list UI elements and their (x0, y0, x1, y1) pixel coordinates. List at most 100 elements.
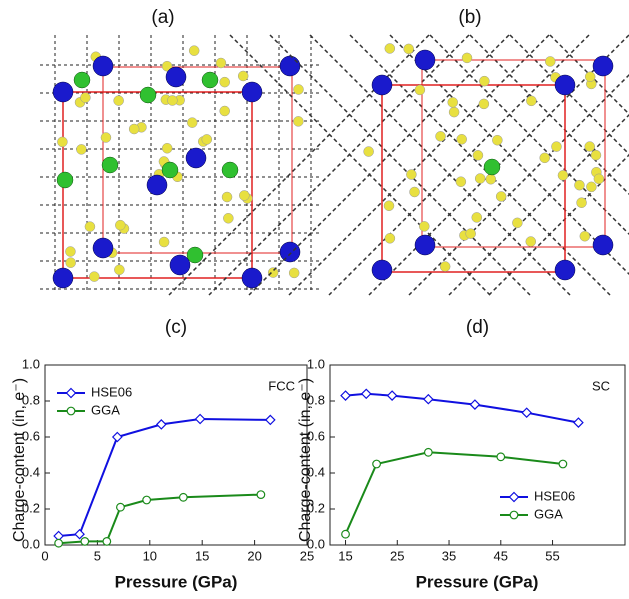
atom (219, 76, 230, 88)
marker (178, 492, 188, 502)
marker (558, 459, 568, 469)
atom (92, 237, 114, 259)
atom (293, 84, 304, 95)
bond (509, 34, 629, 156)
y-tick-label: 1.0 (22, 356, 40, 371)
atom (593, 173, 605, 185)
annotation: SC (592, 378, 610, 393)
atom (439, 261, 451, 272)
legend-label: GGA (534, 506, 563, 521)
atom (363, 146, 374, 157)
atom (293, 116, 304, 127)
x-tick-label: 25 (300, 548, 314, 563)
y-axis-title: Charge-content (in, e⁻) (297, 378, 314, 542)
atom (539, 152, 550, 164)
x-tick-label: 10 (143, 548, 157, 563)
bond (349, 34, 611, 296)
atom (223, 213, 234, 224)
bond (408, 73, 629, 296)
marker (423, 447, 433, 457)
y-tick-label: 0.8 (307, 392, 325, 407)
marker (74, 528, 85, 540)
x-axis-title: Pressure (GPa) (416, 572, 539, 591)
legend-label: GGA (91, 402, 120, 417)
series-line (58, 493, 261, 545)
atom (56, 171, 74, 189)
marker (194, 413, 206, 425)
atom (288, 267, 300, 279)
legend-label: HSE06 (534, 488, 575, 503)
atom (241, 81, 263, 103)
x-tick-label: 20 (247, 548, 261, 563)
marker (509, 510, 519, 520)
bond (168, 34, 430, 296)
atom (52, 267, 74, 289)
atom (267, 267, 279, 278)
atom (383, 200, 395, 211)
atom (128, 123, 140, 135)
bond (448, 113, 629, 296)
atom (239, 190, 250, 201)
bond (229, 34, 491, 296)
bond (389, 34, 629, 276)
atom (544, 56, 556, 67)
marker (80, 537, 90, 546)
atom (146, 174, 168, 196)
panel-label: (a) (151, 7, 174, 28)
atom (414, 84, 426, 96)
y-tick-label: 0.0 (22, 536, 40, 551)
atom (186, 117, 198, 128)
marker (521, 407, 533, 419)
y-axis-title: Charge-content (in, e⁻) (11, 378, 28, 542)
atom (586, 181, 597, 193)
x-tick-label: 15 (195, 548, 209, 563)
atom (592, 234, 614, 256)
panel-label: (c) (165, 317, 187, 338)
x-tick-label: 0 (41, 548, 48, 563)
marker (256, 490, 266, 500)
atom (84, 221, 96, 232)
atom (448, 106, 460, 118)
atom (384, 43, 396, 54)
atom (526, 95, 537, 107)
atom (384, 233, 396, 244)
atom (419, 221, 430, 232)
atom (492, 134, 503, 146)
atom (557, 170, 569, 181)
marker (116, 502, 125, 512)
atom (279, 241, 301, 263)
atom (414, 49, 436, 71)
marker (508, 491, 520, 503)
atom (554, 259, 576, 281)
atom (186, 246, 204, 264)
panel-label: (d) (466, 317, 489, 338)
marker (422, 393, 434, 405)
atom (447, 97, 458, 108)
atom (435, 131, 446, 142)
marker (340, 390, 351, 401)
panel-label: (b) (458, 7, 481, 28)
atom (161, 142, 173, 154)
y-tick-label: 0.0 (307, 536, 325, 551)
marker (54, 538, 64, 548)
atom (478, 98, 490, 110)
atom (52, 81, 74, 103)
y-tick-label: 0.2 (307, 500, 325, 515)
annotation: FCC (268, 378, 295, 393)
atom (406, 169, 417, 180)
cell-edge (421, 59, 606, 248)
bond (269, 34, 531, 296)
atom (92, 55, 114, 77)
marker (360, 388, 372, 400)
atom (73, 71, 91, 89)
atom (188, 45, 200, 56)
atom (100, 132, 112, 143)
atom (65, 246, 76, 257)
atom (525, 236, 537, 247)
marker (111, 431, 123, 443)
atom (165, 66, 187, 88)
atom (584, 71, 596, 82)
series-line (58, 417, 271, 537)
x-tick-label: 55 (545, 548, 559, 563)
atom (592, 55, 614, 77)
